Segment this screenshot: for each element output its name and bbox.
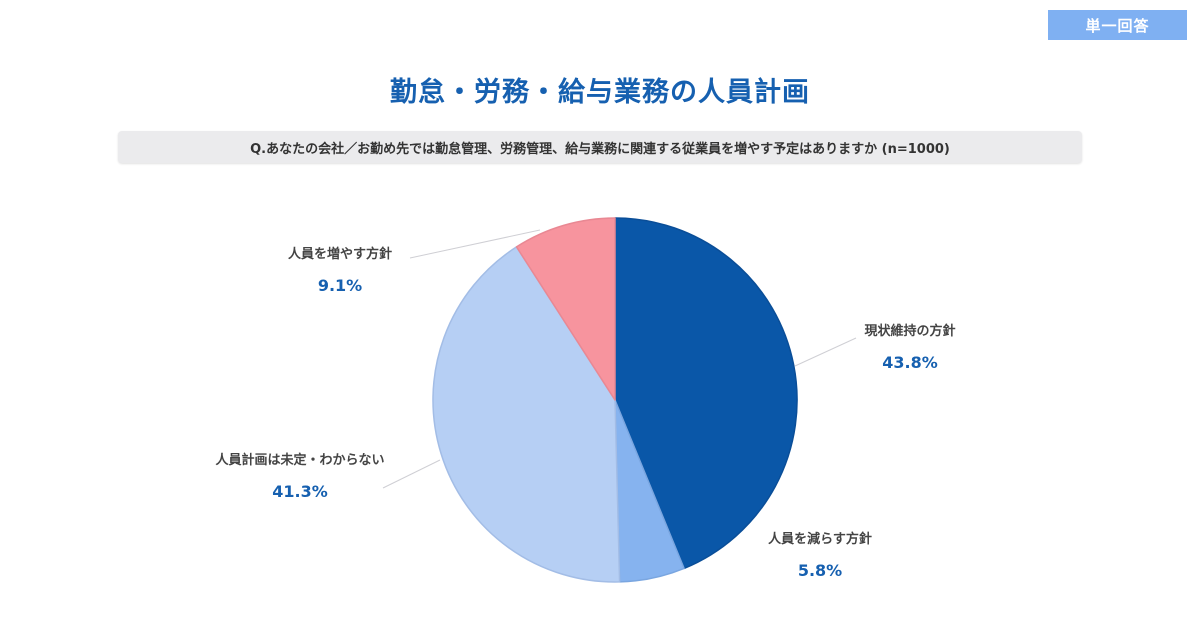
label-reduce-name: 人員を減らす方針 [768,532,872,547]
label-maintain: 現状維持の方針 43.8% [840,320,980,372]
label-undecided-pct: 41.3% [272,482,328,501]
label-undecided: 人員計画は未定・わからない 41.3% [180,449,420,501]
survey-question: Q.あなたの会社／お勤め先では勤怠管理、労務管理、給与業務に関連する従業員を増や… [118,131,1082,163]
slice-maintain [614,217,798,570]
label-increase-name: 人員を増やす方針 [287,247,392,262]
leader-line-undecided [382,459,441,489]
label-maintain-name: 現状維持の方針 [864,324,956,339]
label-undecided-name: 人員計画は未定・わからない [215,453,385,468]
chart-title: 勤怠・労務・給与業務の人員計画 [390,77,810,108]
label-reduce: 人員を減らす方針 5.8% [740,528,900,580]
slice-undecided [432,246,621,583]
label-maintain-pct: 43.8% [882,353,938,372]
leader-line-increase [409,229,541,259]
label-reduce-pct: 5.8% [797,561,843,580]
label-increase: 人員を増やす方針 9.1% [270,243,410,295]
label-increase-pct: 9.1% [317,276,363,295]
slice-increase [515,217,616,401]
leader-line-maintain [794,337,857,367]
single-answer-badge: 単一回答 [1048,10,1187,40]
